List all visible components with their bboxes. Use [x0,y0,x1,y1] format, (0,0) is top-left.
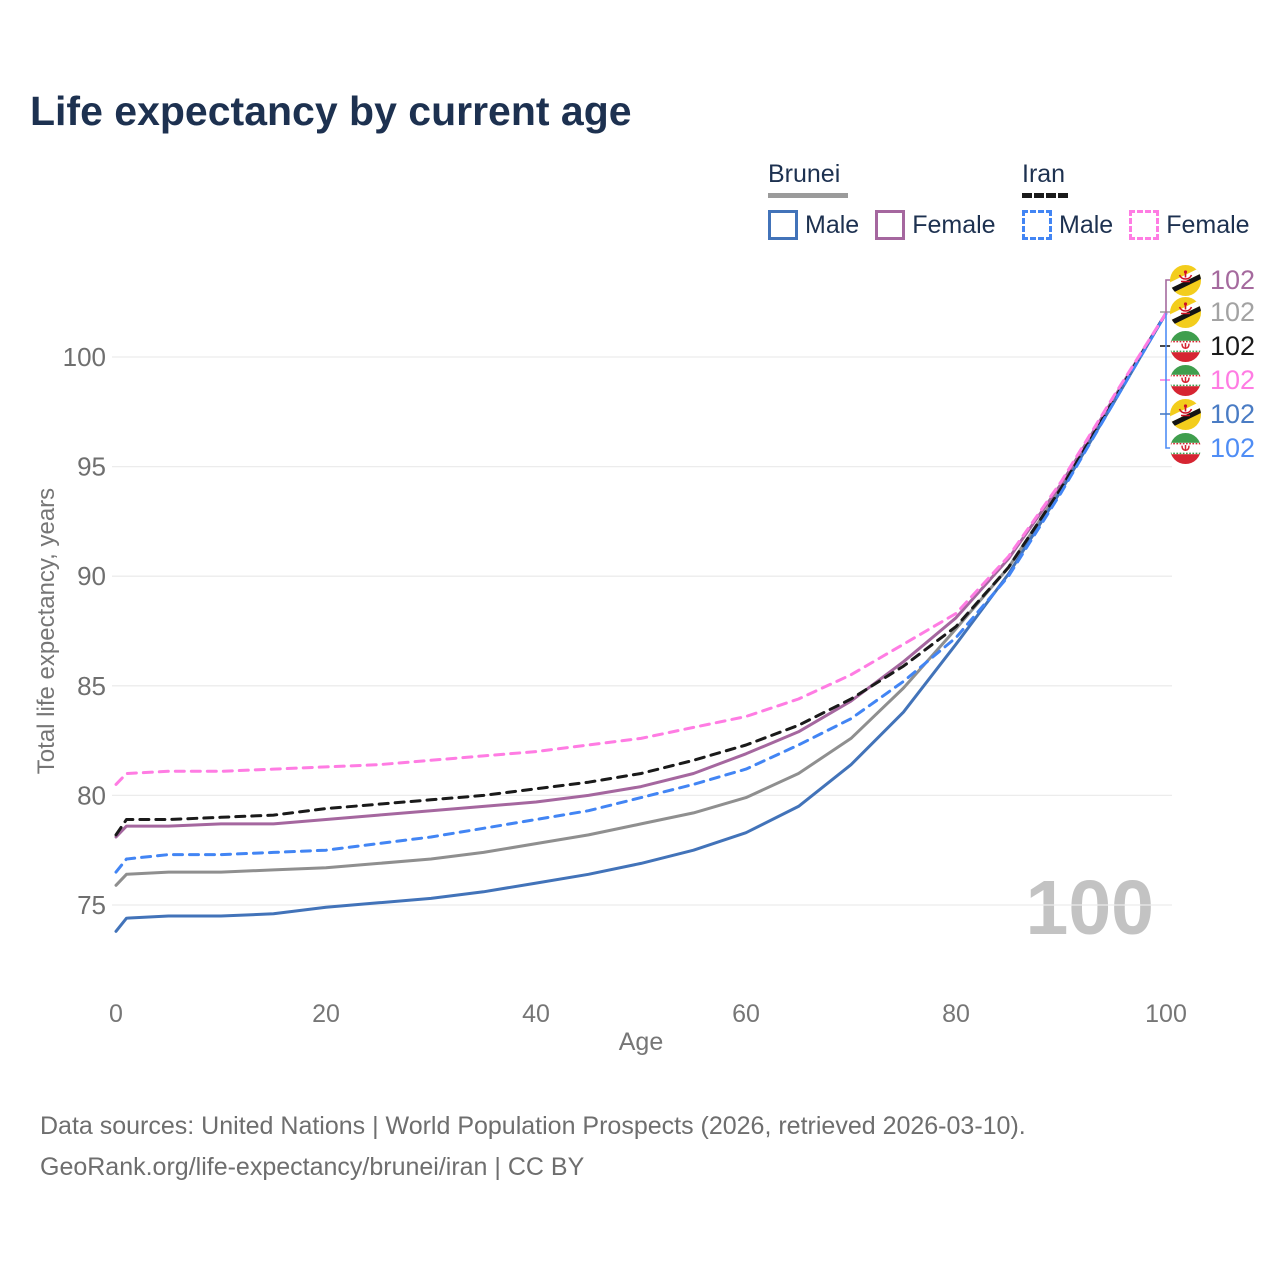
end-value: 102 [1210,264,1256,295]
legend-item-label: Female [1166,210,1250,239]
end-label-brunei-all: 102 [1170,296,1255,328]
legend-item-label: Male [1059,210,1114,239]
brunei-female-swatch-icon [875,210,906,240]
legend-item-brunei-male[interactable]: Male [768,210,859,240]
page-title: Life expectancy by current age [30,88,632,134]
legend-header-iran[interactable]: Iran [1022,160,1066,188]
line-iran-male[interactable] [114,311,1168,874]
legend-item-label: Female [912,210,996,239]
x-tick-20: 20 [312,1000,340,1028]
iran-female-swatch-icon [1129,210,1160,240]
iran-flag-icon [1170,432,1201,464]
attribution-line[interactable]: GeoRank.org/life-expectancy/brunei/iran … [40,1153,585,1181]
legend-item-label: Male [805,210,860,239]
line-brunei-all[interactable] [114,311,1168,887]
legend-item-iran-male[interactable]: Male [1022,210,1113,240]
legend-group-iran: Iran Male Female [1022,160,1266,240]
line-iran-female[interactable] [114,311,1168,786]
data-sources-line: Data sources: United Nations | World Pop… [40,1112,1026,1140]
brunei-flag-icon [1170,296,1201,328]
brunei-flag-icon [1170,398,1201,430]
end-label-iran-all: 102 [1170,330,1255,362]
end-value: 102 [1210,398,1256,429]
iran-male-swatch-icon [1022,210,1052,240]
y-tick-85: 85 [77,671,106,701]
legend-item-brunei-female[interactable]: Female [875,210,996,240]
end-value: 102 [1210,296,1256,327]
y-tick-95: 95 [77,452,106,482]
legend-underline-iran-dashed [1022,193,1068,198]
end-value: 102 [1210,330,1256,361]
y-tick-75: 75 [77,890,106,920]
x-tick-40: 40 [522,1000,550,1028]
end-label-iran-female: 102 [1170,364,1255,396]
brunei-flag-icon [1170,264,1201,296]
x-axis-label: Age [618,1028,664,1056]
end-label-brunei-male: 102 [1170,398,1255,430]
age-watermark: 100 [1025,865,1154,951]
legend-header-brunei[interactable]: Brunei [768,160,841,188]
end-value: 102 [1210,364,1256,395]
x-tick-0: 0 [109,1000,123,1028]
line-brunei-male[interactable] [114,311,1168,933]
legend-item-iran-female[interactable]: Female [1129,210,1250,240]
y-tick-80: 80 [77,780,106,810]
x-tick-80: 80 [942,1000,970,1028]
y-tick-100: 100 [63,342,106,372]
x-tick-60: 60 [732,1000,760,1028]
y-tick-90: 90 [77,561,106,591]
line-brunei-female[interactable] [114,311,1168,839]
iran-flag-icon [1170,330,1201,362]
end-label-iran-male: 102 [1170,432,1255,464]
iran-flag-icon [1170,364,1201,396]
brunei-male-swatch-icon [768,210,798,240]
line-iran-all[interactable] [114,311,1168,837]
end-value: 102 [1210,432,1256,463]
x-tick-100: 100 [1145,1000,1187,1028]
legend-group-brunei: Brunei Male Female [768,160,1012,240]
footer: Data sources: United Nations | World Pop… [40,1106,1026,1188]
end-label-brunei-female: 102 [1170,264,1255,296]
legend-underline-brunei-solid [768,193,848,198]
